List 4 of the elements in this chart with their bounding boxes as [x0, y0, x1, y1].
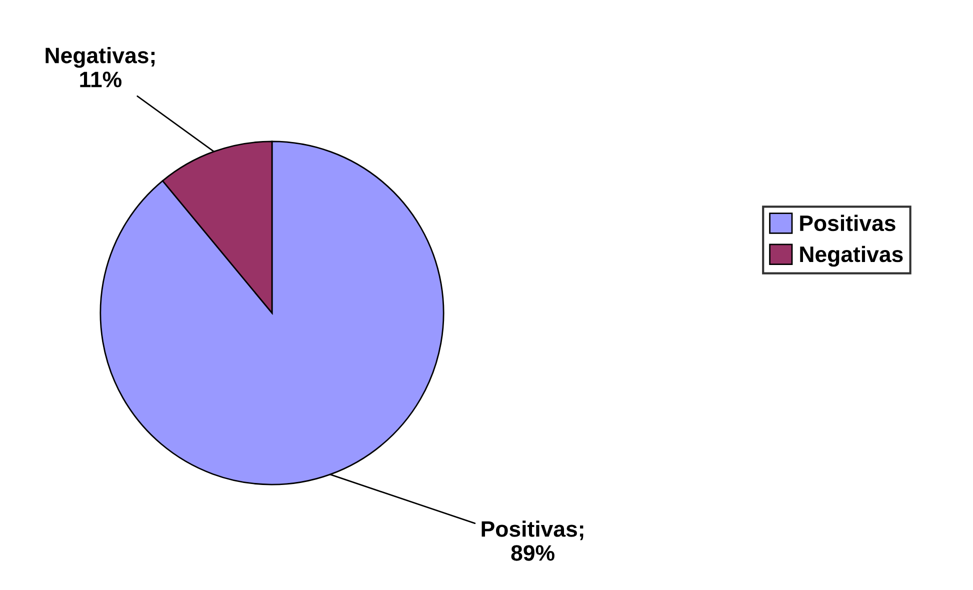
legend-label: Positivas	[800, 214, 896, 232]
data-label: Positivas; 89%	[482, 520, 584, 561]
data-label: Negativas; 11%	[46, 47, 155, 88]
legend-label: Negativas	[800, 246, 903, 267]
